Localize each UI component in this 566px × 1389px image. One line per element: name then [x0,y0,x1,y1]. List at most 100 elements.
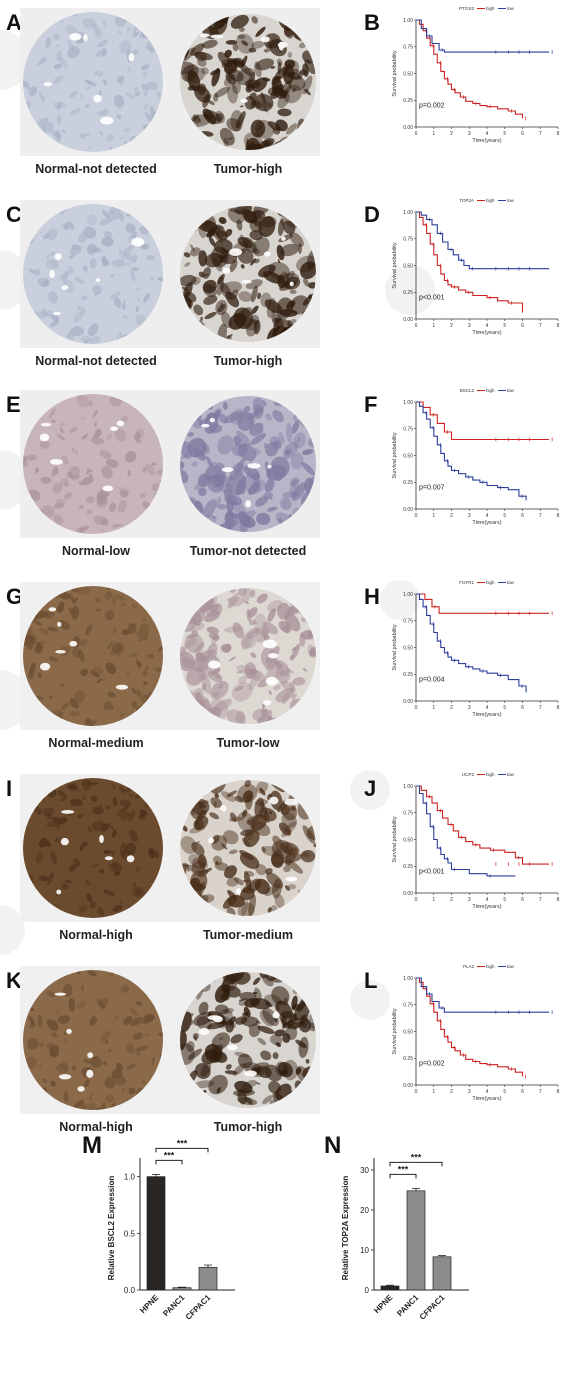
panel-label-E: E [6,392,21,417]
x-tick-label: 8 [557,131,560,137]
significance-bracket [389,1161,443,1167]
y-tick-label: 1.00 [403,210,413,216]
x-tick-label: 3 [468,513,471,519]
panel-label-J: J [364,776,377,801]
x-tick-label: 1 [432,1089,435,1095]
x-tick-label: 2 [450,513,453,519]
x-axis-label: Time(years) [472,1096,501,1102]
km-plot-H: FGFR1 high low 0.00 0.25 0.50 0.75 1.00 0 1 2 3 4 5 6 7… [386,576,566,736]
p-value: p<0.001 [419,295,445,302]
km-plot-F: BSCL2 high low 0.00 0.25 0.50 0.75 1.00 0 1 2 3 4 5 6 7… [386,384,566,544]
y-tick-label: 0.75 [403,811,413,817]
km-curve-high [416,785,550,865]
bar-PANC1 [172,1287,192,1291]
bar-CFPAC1 [432,1256,452,1291]
x-tick-label: 4 [486,705,489,711]
y-tick-label: 0.25 [403,98,413,104]
x-tick-label: 5 [503,131,506,137]
y-axis-label: Survival probability [392,432,398,478]
x-tick-label: PANC1 [395,1293,421,1319]
y-tick-label: 0.00 [403,125,413,131]
p-value: p=0.002 [419,103,445,110]
y-tick-label: 0.25 [403,480,413,486]
normal-caption: Normal-not detected [35,162,157,176]
y-tick-label: 1.00 [403,592,413,598]
x-tick-label: 5 [503,513,506,519]
panel-label-F: F [364,392,378,417]
x-tick-label: 8 [557,705,560,711]
x-tick-label: 3 [468,323,471,329]
panel-label-A: A [6,10,22,35]
y-tick-label: 0.75 [403,45,413,51]
y-tick-label: 0.25 [403,672,413,678]
y-axis-label: Survival probability [392,624,398,670]
normal-caption: Normal-high [59,1120,133,1134]
significance-label: *** [164,1150,175,1160]
panel-label-H: H [364,584,380,609]
x-tick-label: 8 [557,323,560,329]
legend-label-high: high [486,772,495,777]
x-axis-label: Time(years) [472,138,501,144]
x-tick-label: 4 [486,1089,489,1095]
y-tick-label: 20 [360,1206,369,1215]
x-tick-label: 3 [468,897,471,903]
km-legend: BSCL2 high low [460,388,515,393]
km-gene-label: FGFR1 [459,580,474,585]
km-legend: FGFR1 high low [459,580,514,585]
x-tick-label: 6 [521,705,524,711]
x-tick-label: 0 [415,323,418,329]
panel-label-D: D [364,202,380,227]
x-axis-label: Time(years) [472,904,501,910]
km-curve-high [416,401,550,441]
y-tick-label: 0.00 [403,1083,413,1089]
ihc-image [20,8,320,156]
ihc-image [20,774,320,922]
y-tick-label: 10 [360,1246,369,1255]
panel-label-C: C [6,202,22,227]
x-tick-label: 4 [486,897,489,903]
panel-label-G: G [6,584,24,609]
x-tick-label: 2 [450,131,453,137]
km-curve-low [416,785,516,877]
y-tick-label: 0.0 [124,1286,136,1295]
x-tick-label: HPNE [372,1293,395,1316]
x-tick-label: 5 [503,1089,506,1095]
y-tick-label: 1.00 [403,784,413,790]
x-tick-label: 4 [486,131,489,137]
x-axis-label: Time(years) [472,712,501,718]
significance-label: *** [411,1152,422,1162]
panel-label-N: N [324,1132,342,1159]
y-tick-label: 1.00 [403,18,413,24]
legend-label-low: low [507,580,515,585]
km-gene-label: PTGS2 [459,6,474,11]
p-value: p=0.004 [419,677,445,684]
x-tick-label: 5 [503,323,506,329]
y-axis-label: Survival probability [392,50,398,96]
x-tick-label: 7 [539,705,542,711]
km-curve-low [416,19,550,53]
y-tick-label: 0.00 [403,317,413,323]
tumor-caption: Tumor-low [216,736,280,750]
x-tick-label: 4 [486,513,489,519]
y-tick-label: 30 [360,1166,369,1175]
panel-label-B: B [364,10,380,35]
km-curve-low [416,401,527,501]
x-tick-label: 8 [557,1089,560,1095]
x-tick-label: 1 [432,705,435,711]
ihc-image [20,390,320,538]
y-tick-label: 0.75 [403,619,413,625]
x-axis-label: Time(years) [472,520,501,526]
x-tick-label: 0 [415,513,418,519]
km-plot-D: TOP2A high low 0.00 0.25 0.50 0.75 1.00 0 1 2 3 4 5 6 7… [386,194,566,354]
normal-caption: Normal-low [61,544,131,558]
bar-chart-N: 0 10 20 30 Relative TOP2A Expression HPNE PANC… [334,1140,474,1330]
y-tick-label: 0.25 [403,290,413,296]
x-tick-label: 0 [415,131,418,137]
y-tick-label: 0.75 [403,237,413,243]
y-tick-label: 0.25 [403,1056,413,1062]
km-legend: PTGS2 high low [459,6,514,11]
significance-bracket [389,1173,417,1179]
legend-label-low: low [507,198,515,203]
significance-bracket [155,1159,183,1165]
y-tick-label: 0.00 [403,699,413,705]
